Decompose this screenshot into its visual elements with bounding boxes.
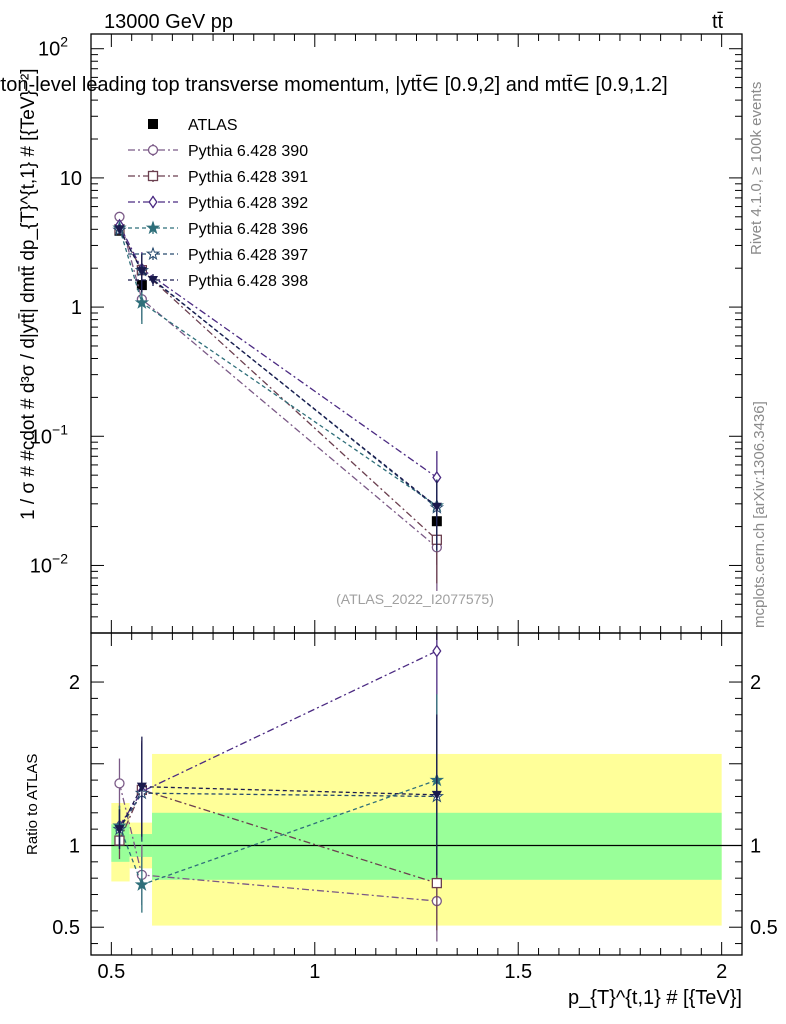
ratio-y-axis-label: Ratio to ATLAS	[24, 754, 41, 855]
legend-item-2: Pythia 6.428 391	[128, 169, 308, 186]
legend-marker	[148, 195, 158, 209]
series-1-line	[118, 216, 438, 548]
series-4-line	[118, 227, 438, 507]
rivet-label: Rivet 4.1.0, ≥ 100k events	[748, 82, 765, 255]
series-3	[114, 218, 442, 522]
ratio-uncertainty-bands	[91, 753, 742, 926]
ratio-series-5-point	[431, 790, 442, 800]
legend-label: Pythia 6.428 398	[188, 273, 308, 290]
ratio-series-3-point	[134, 877, 150, 891]
series-6-point	[114, 225, 125, 235]
legend-item-3: Pythia 6.428 392	[128, 195, 308, 212]
x-tick-label: 1.5	[504, 961, 532, 983]
x-axis-label: p_{T}^{t,1} # [{TeV}]	[568, 987, 742, 1009]
ratio-y-tick-label: 0.5	[52, 917, 80, 939]
legend-marker	[147, 144, 159, 156]
ratio-series-5-line	[118, 785, 437, 830]
legend-label: Pythia 6.428 390	[188, 143, 308, 160]
legend-label: Pythia 6.428 396	[188, 221, 308, 238]
legend-marker	[145, 246, 161, 261]
analysis-label: (ATLAS_2022_I2077575)	[336, 591, 494, 607]
main-y-tick-label: 10	[60, 168, 82, 190]
legend-item-4: Pythia 6.428 396	[128, 220, 308, 238]
energy-label: 13000 GeV pp	[104, 11, 233, 33]
legend-item-0: ATLAS	[148, 117, 238, 134]
series-6-point	[431, 502, 442, 512]
series-6-point	[136, 267, 147, 277]
ratio-y-tick-label-right: 1	[750, 835, 761, 857]
x-tick-label: 2	[716, 961, 727, 983]
legend-label: Pythia 6.428 392	[188, 195, 308, 212]
legend-marker	[145, 220, 161, 235]
main-y-tick-label: 1	[71, 297, 82, 319]
ratio-y-tick-label-right: 2	[750, 672, 761, 694]
process-label: tt̄	[712, 11, 724, 33]
ratio-plot-data	[112, 633, 445, 942]
ratio-y-tick-label: 1	[69, 835, 80, 857]
series-6	[114, 224, 442, 551]
legend-marker	[148, 119, 158, 129]
legend-item-5: Pythia 6.428 397	[128, 246, 308, 264]
series-6-line	[118, 229, 438, 508]
series-4	[112, 220, 445, 550]
legend-item-6: Pythia 6.428 398	[128, 273, 308, 290]
x-tick-label: 1	[309, 961, 320, 983]
plot-title: rton-level leading top transverse moment…	[0, 74, 668, 96]
main-y-tick-label: 10−1	[30, 421, 68, 448]
axes: 10−2 10−1 1 10 102 0.5 0.5 1 1 2 2 0.5 1 1.5 2	[30, 33, 778, 983]
ratio-y-tick-label-right: 0.5	[750, 917, 778, 939]
legend-label: Pythia 6.428 391	[188, 169, 308, 186]
main-y-tick-label: 10−2	[30, 550, 68, 577]
ratio-series-0-point	[114, 778, 125, 789]
legend-marker	[148, 276, 158, 285]
ratio-series-5-point	[114, 825, 125, 835]
source-label: mcplots.cern.ch [arXiv:1306.3436]	[751, 401, 768, 628]
series-1	[114, 211, 442, 591]
ratio-series-5-point	[136, 782, 147, 792]
legend-label: ATLAS	[188, 117, 238, 134]
ratio-series-5	[114, 714, 442, 876]
legend-marker	[147, 170, 159, 182]
legend-item-1: Pythia 6.428 390	[128, 143, 308, 160]
series-5-line	[118, 229, 438, 509]
main-plot-data	[112, 211, 445, 591]
ratio-series-2-point	[432, 644, 442, 658]
main-y-tick-label: 102	[38, 34, 68, 61]
series-4-point	[134, 295, 150, 309]
x-tick-label: 0.5	[97, 961, 125, 983]
legend: ATLAS Pythia 6.428 390 Pythia 6.428 391 Pyt…	[128, 117, 308, 290]
ratio-y-tick-label: 2	[69, 672, 80, 694]
ratio-series-1-point	[431, 877, 442, 889]
legend-label: Pythia 6.428 397	[188, 247, 308, 264]
main-y-axis-label: 1 / σ # #cdot # d³σ / d|ytt̄| dmtt̄ dp_{…	[18, 68, 39, 520]
